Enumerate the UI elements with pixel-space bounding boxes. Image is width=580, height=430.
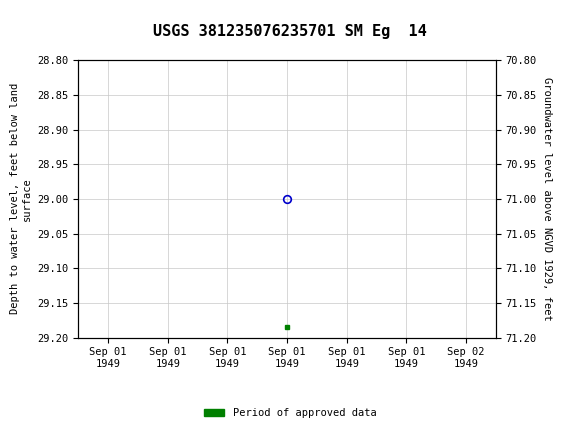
Text: USGS 381235076235701 SM Eg  14: USGS 381235076235701 SM Eg 14 [153, 24, 427, 39]
Legend: Period of approved data: Period of approved data [200, 404, 380, 423]
Y-axis label: Depth to water level, feet below land
surface: Depth to water level, feet below land su… [10, 83, 32, 314]
Y-axis label: Groundwater level above NGVD 1929, feet: Groundwater level above NGVD 1929, feet [542, 77, 552, 321]
Text: ≡USGS: ≡USGS [3, 12, 66, 33]
